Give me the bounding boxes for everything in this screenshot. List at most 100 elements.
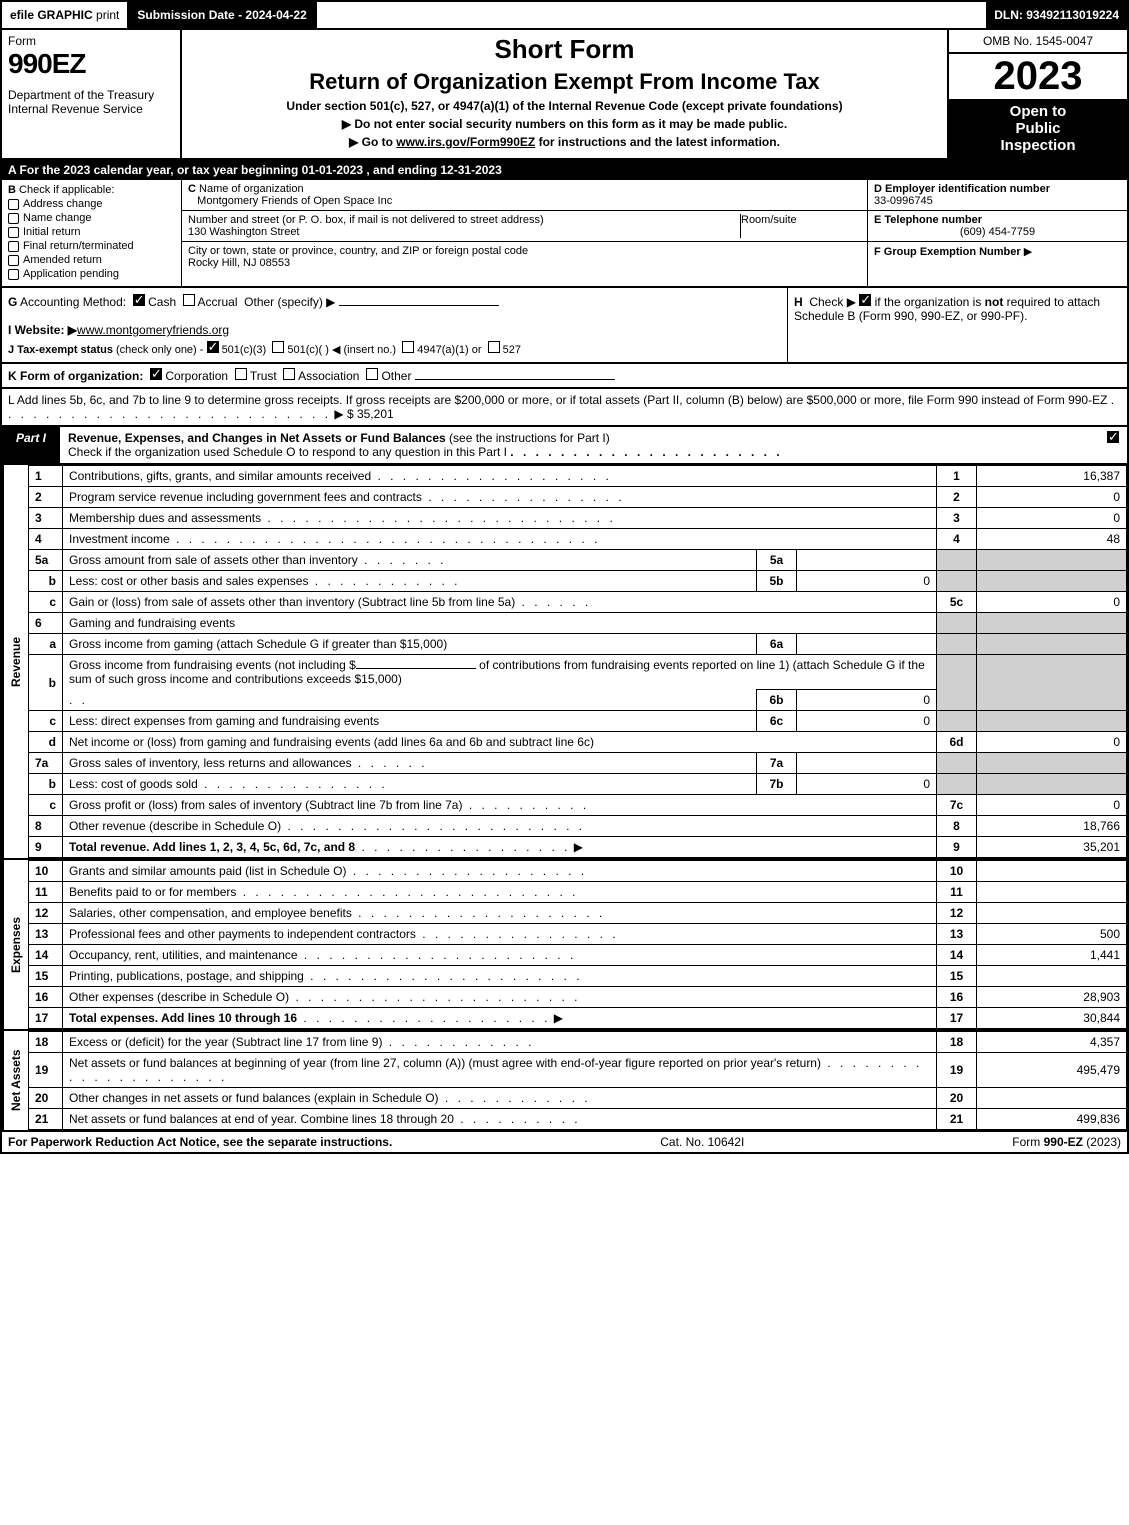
checkbox-application-pending[interactable]: Application pending [8,268,175,280]
shade-cell [937,613,977,634]
f-arrow: ▶ [1024,246,1032,258]
shade-cell [977,634,1127,655]
line-num: 6 [29,613,63,634]
line-num: 17 [29,1008,63,1029]
department-treasury: Department of the Treasury [8,88,174,102]
table-row: cGain or (loss) from sale of assets othe… [29,592,1127,613]
shade-cell [977,774,1127,795]
h-text2: if the organization is [875,295,985,309]
line-amount: 1,441 [977,945,1127,966]
checkbox-corporation-icon [150,368,162,380]
short-form-title: Short Form [190,34,939,65]
row-k: K Form of organization: Corporation Trus… [0,364,1129,389]
row-gh: G Accounting Method: Cash Accrual Other … [0,288,1129,364]
mini-value: 0 [797,690,937,711]
line-desc: Gross income from fundraising events (no… [63,655,937,690]
shade-cell [937,655,977,711]
line-desc: Membership dues and assessments . . . . … [63,508,937,529]
line-amount: 30,844 [977,1008,1127,1029]
line-num: c [29,795,63,816]
ssn-warning: Do not enter social security numbers on … [190,117,939,131]
paperwork-notice: For Paperwork Reduction Act Notice, see … [8,1135,392,1149]
mini-label: 6c [757,711,797,732]
row-g: G Accounting Method: Cash Accrual Other … [2,288,787,362]
part-1-label: Part I [2,427,60,463]
line-ref: 1 [937,466,977,487]
line-num: 19 [29,1053,63,1088]
table-row: 3Membership dues and assessments . . . .… [29,508,1127,529]
other-specify-label: Other (specify) ▶ [244,295,335,309]
line-desc: Less: direct expenses from gaming and fu… [63,711,757,732]
line-num: 20 [29,1088,63,1109]
table-row: 1Contributions, gifts, grants, and simil… [29,466,1127,487]
line-amount: 500 [977,924,1127,945]
line-desc: Other expenses (describe in Schedule O) … [63,987,937,1008]
line-ref: 4 [937,529,977,550]
omb-number: OMB No. 1545-0047 [949,30,1127,54]
line-num: 5a [29,550,63,571]
line-desc: Grants and similar amounts paid (list in… [63,861,937,882]
city-label: City or town, state or province, country… [188,245,528,257]
table-row: 4Investment income . . . . . . . . . . .… [29,529,1127,550]
shade-cell [937,634,977,655]
table-row: bLess: cost of goods sold . . . . . . . … [29,774,1127,795]
table-row: 6Gaming and fundraising events [29,613,1127,634]
line-ref: 9 [937,837,977,858]
k-corporation: Corporation [165,369,228,383]
efile-print-button[interactable]: efile GRAPHIC print [2,2,129,28]
opt-application-pending: Application pending [23,268,119,280]
g-label: G [8,295,17,309]
table-row: cLess: direct expenses from gaming and f… [29,711,1127,732]
line-amount [977,861,1127,882]
line-num: b [29,774,63,795]
line-num: 21 [29,1109,63,1130]
open-to-label: Open to [953,103,1123,120]
line-ref: 2 [937,487,977,508]
part-1-checkbox[interactable] [1099,427,1127,463]
line-desc-cont: . . [63,690,757,711]
part-1-title: Revenue, Expenses, and Changes in Net As… [68,431,446,445]
net-assets-side-label: Net Assets [2,1031,28,1130]
shade-cell [937,774,977,795]
mini-value: 0 [797,711,937,732]
line-amount [977,1088,1127,1109]
line-ref: 21 [937,1109,977,1130]
form-number: 990EZ [8,48,174,80]
line-desc: Gross sales of inventory, less returns a… [63,753,757,774]
line-num: c [29,711,63,732]
form-ref-c: (2023) [1083,1135,1121,1149]
org-name-block: C Name of organization Montgomery Friend… [182,180,867,211]
line-amount: 18,766 [977,816,1127,837]
column-def: D Employer identification number 33-0996… [867,180,1127,286]
line-amount: 35,201 [977,837,1127,858]
line-ref: 6d [937,732,977,753]
irs-link[interactable]: www.irs.gov/Form990EZ [396,135,535,149]
website-link[interactable]: www.montgomeryfriends.org [77,323,229,337]
mini-label: 6a [757,634,797,655]
line-desc: Gross amount from sale of assets other t… [63,550,757,571]
checkbox-amended-return[interactable]: Amended return [8,254,175,266]
checkbox-final-return[interactable]: Final return/terminated [8,240,175,252]
checkbox-address-change[interactable]: Address change [8,198,175,210]
mini-label: 6b [757,690,797,711]
line-desc: Gain or (loss) from sale of assets other… [63,592,937,613]
addr-value: 130 Washington Street [188,226,300,238]
dln: DLN: 93492113019224 [986,2,1127,28]
row-a-taxyear: A For the 2023 calendar year, or tax yea… [0,160,1129,180]
j-4947: 4947(a)(1) or [417,344,481,356]
form-ref-b: 990-EZ [1044,1135,1083,1149]
line-num: 15 [29,966,63,987]
shade-cell [977,550,1127,571]
checkbox-initial-return[interactable]: Initial return [8,226,175,238]
expenses-section: Expenses 10Grants and similar amounts pa… [0,860,1129,1031]
line-amount: 48 [977,529,1127,550]
expenses-table: 10Grants and similar amounts paid (list … [28,860,1127,1029]
form-ref-a: Form [1012,1135,1043,1149]
checkbox-name-change[interactable]: Name change [8,212,175,224]
accounting-label: Accounting Method: [20,295,126,309]
line-num: 2 [29,487,63,508]
mini-label: 7a [757,753,797,774]
phone-block: E Telephone number (609) 454-7759 [868,211,1127,242]
j-501c: 501(c)( ) ◀ (insert no.) [287,344,396,356]
table-row: bGross income from fundraising events (n… [29,655,1127,690]
